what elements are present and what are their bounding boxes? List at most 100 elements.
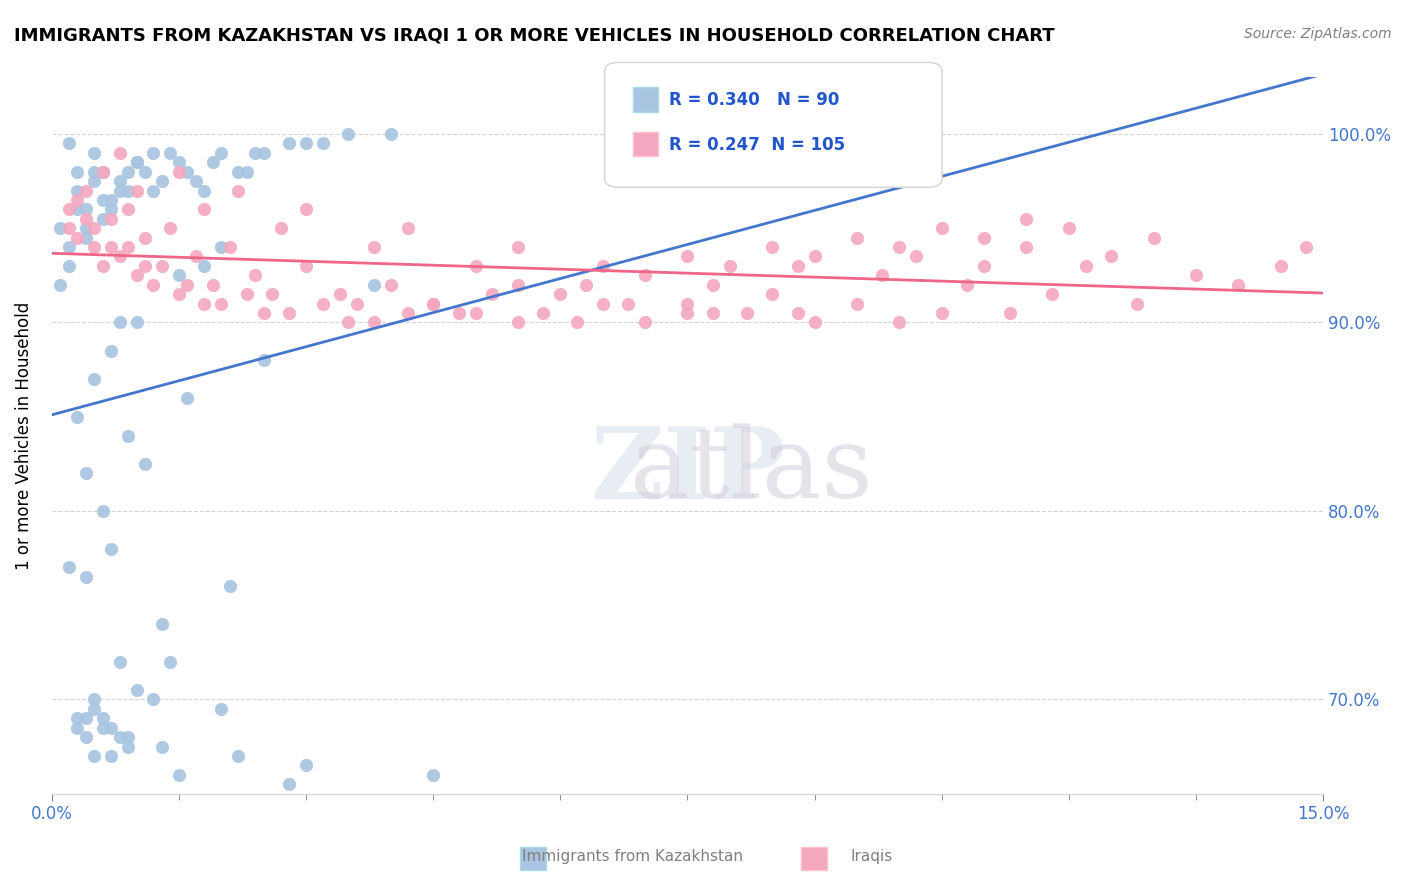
Point (100, 343, 122, 358)
Point (889, 316, 911, 330)
Point (66, 409, 89, 424)
Point (253, 353, 276, 368)
Point (117, 739, 139, 754)
Point (931, 306, 953, 320)
Point (75, 184, 97, 198)
Point (66, 721, 89, 735)
Point (380, 127, 402, 141)
Point (125, 155, 148, 169)
Point (337, 316, 360, 330)
Point (91, 164, 114, 178)
Point (91, 721, 114, 735)
Point (422, 296, 444, 310)
Point (363, 277, 385, 292)
Point (66, 230, 89, 244)
Point (142, 277, 165, 292)
Point (1270, 259, 1292, 273)
Point (75, 211, 97, 226)
Point (295, 259, 318, 273)
Text: atlas: atlas (502, 424, 872, 519)
Point (134, 164, 156, 178)
Point (58, 221, 80, 235)
Point (83, 145, 105, 160)
Point (1015, 211, 1038, 226)
Point (786, 306, 808, 320)
Point (676, 306, 699, 320)
Point (159, 655, 181, 669)
Point (998, 306, 1021, 320)
Point (91, 504, 114, 518)
Point (91, 193, 114, 207)
Point (66, 711, 89, 725)
Point (312, 136, 335, 151)
Point (176, 277, 198, 292)
Point (786, 259, 808, 273)
Point (337, 127, 360, 141)
Text: Source: ZipAtlas.com: Source: ZipAtlas.com (1244, 27, 1392, 41)
Point (226, 749, 249, 764)
Point (66, 164, 89, 178)
Point (100, 202, 122, 217)
Point (270, 221, 292, 235)
Point (550, 287, 572, 301)
Point (617, 296, 640, 310)
Point (75, 730, 97, 744)
Text: IMMIGRANTS FROM KAZAKHSTAN VS IRAQI 1 OR MORE VEHICLES IN HOUSEHOLD CORRELATION : IMMIGRANTS FROM KAZAKHSTAN VS IRAQI 1 OR… (14, 27, 1054, 45)
Point (75, 467, 97, 481)
Point (209, 296, 232, 310)
Point (634, 316, 657, 330)
Point (447, 306, 470, 320)
Point (702, 306, 724, 320)
Point (91, 211, 114, 226)
Point (634, 268, 657, 283)
Point (1040, 287, 1063, 301)
Point (75, 221, 97, 235)
Point (193, 184, 215, 198)
Point (167, 164, 190, 178)
Point (108, 250, 131, 264)
Point (100, 193, 122, 207)
Point (1015, 240, 1038, 254)
Point (134, 259, 156, 273)
Point (75, 570, 97, 584)
Point (58, 560, 80, 574)
Point (1185, 268, 1208, 283)
Point (58, 202, 80, 217)
Point (150, 739, 173, 754)
Point (803, 316, 825, 330)
Point (83, 372, 105, 386)
Point (83, 174, 105, 188)
Point (142, 692, 165, 706)
Point (226, 164, 249, 178)
Point (956, 277, 979, 292)
Point (125, 683, 148, 698)
Point (108, 730, 131, 744)
Point (209, 145, 232, 160)
Point (846, 230, 869, 244)
Point (58, 136, 80, 151)
Point (83, 749, 105, 764)
Point (676, 296, 699, 310)
Point (142, 145, 165, 160)
Point (396, 306, 419, 320)
Point (100, 721, 122, 735)
Point (702, 277, 724, 292)
Point (125, 316, 148, 330)
Point (218, 240, 240, 254)
Point (278, 136, 301, 151)
Point (134, 230, 156, 244)
Point (973, 259, 995, 273)
Point (117, 164, 139, 178)
Point (66, 193, 89, 207)
Point (75, 202, 97, 217)
Point (718, 259, 741, 273)
Point (91, 711, 114, 725)
Point (100, 211, 122, 226)
Point (872, 268, 894, 283)
Point (531, 306, 554, 320)
Text: Immigrants from Kazakhstan: Immigrants from Kazakhstan (522, 849, 744, 863)
Point (184, 174, 207, 188)
Point (108, 316, 131, 330)
Point (575, 277, 598, 292)
Point (108, 174, 131, 188)
